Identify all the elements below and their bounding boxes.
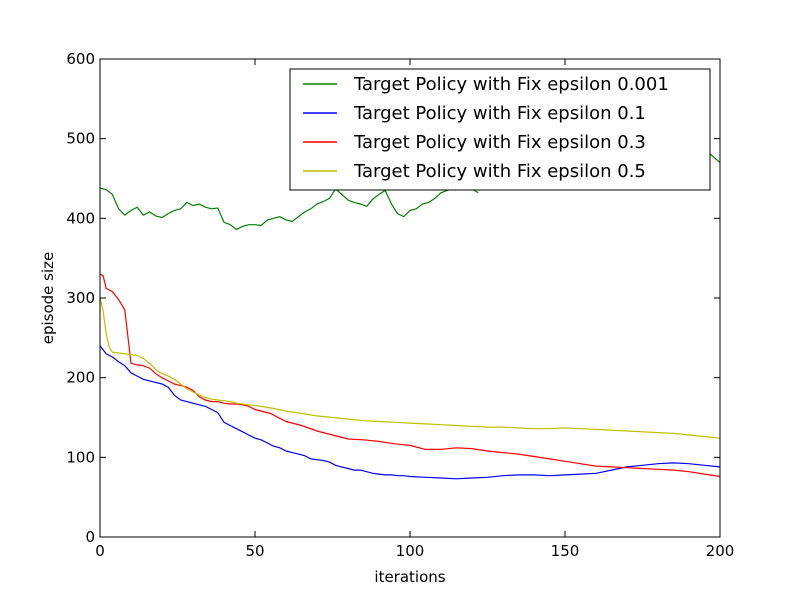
y-tick-label-6: 600 bbox=[66, 50, 95, 68]
series-line-2 bbox=[99, 345, 721, 480]
legend-label-3: Target Policy with Fix epsilon 0.5 bbox=[353, 161, 646, 182]
y-tick-label-0: 0 bbox=[85, 528, 95, 546]
legend-label-2: Target Policy with Fix epsilon 0.3 bbox=[353, 132, 646, 153]
legend-label-1: Target Policy with Fix epsilon 0.1 bbox=[353, 103, 646, 124]
series-layer bbox=[99, 138, 721, 480]
x-tick-label-4: 200 bbox=[706, 542, 735, 560]
x-tick-label-3: 150 bbox=[551, 542, 580, 560]
y-tick-label-5: 500 bbox=[66, 130, 95, 148]
y-tick-label-1: 100 bbox=[66, 448, 95, 466]
legend-box bbox=[289, 68, 711, 191]
x-tick-label-0: 0 bbox=[95, 542, 105, 560]
legend-label-0: Target Policy with Fix epsilon 0.001 bbox=[353, 74, 669, 95]
ticks-layer: 0 50 100 150 200 0 100 200 300 400 500 600 bbox=[66, 50, 734, 560]
series-line-3 bbox=[99, 273, 721, 478]
y-tick-label-4: 400 bbox=[66, 209, 95, 227]
x-axis-label: iterations bbox=[374, 568, 445, 586]
y-tick-label-3: 300 bbox=[66, 289, 95, 307]
series-line-0 bbox=[99, 187, 479, 231]
x-tick-label-1: 50 bbox=[245, 542, 264, 560]
y-axis-label: episode size bbox=[39, 252, 57, 345]
y-tick-label-2: 200 bbox=[66, 369, 95, 387]
x-tick-label-2: 100 bbox=[396, 542, 425, 560]
legend: Target Policy with Fix epsilon 0.001 Targ… bbox=[289, 68, 711, 191]
series-line-4 bbox=[99, 297, 721, 439]
